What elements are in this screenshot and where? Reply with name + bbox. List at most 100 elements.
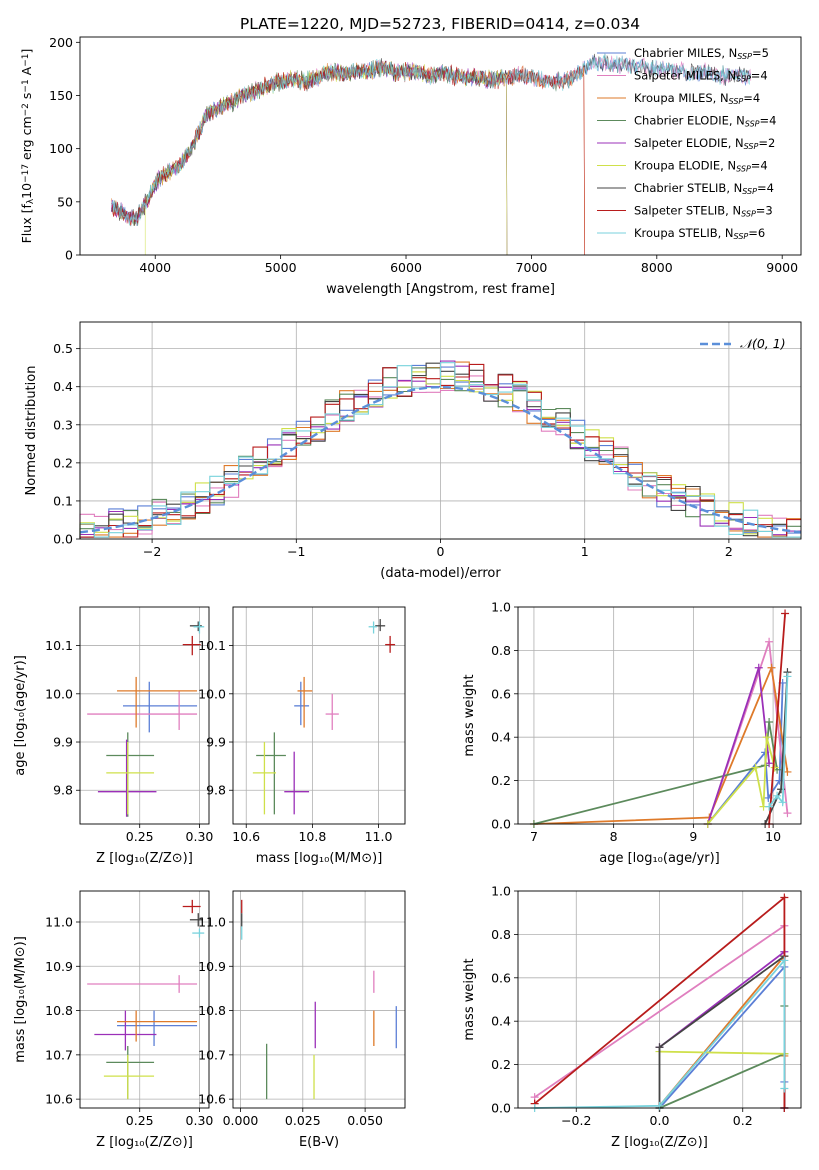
errorbar-kroupa-miles: [117, 676, 198, 728]
y-tick-label: 0.3: [53, 417, 73, 432]
errorbar-chabrier-miles: [123, 681, 198, 733]
legend-label: Salpeter ELODIE, NSSP=2: [634, 136, 775, 151]
residuals-frame: [79, 321, 802, 540]
weight-line-kroupa-miles: [533, 664, 789, 825]
y-tick-label: 10.6: [45, 1092, 73, 1107]
mass-vs-EBV-frame: [232, 890, 406, 1109]
errorbar-salpeter-miles: [87, 691, 198, 730]
spectrum-y-label: Flux [fλ10−17 erg cm−2 s−1 A−1]: [19, 49, 36, 244]
legend-label: Kroupa MILES, NSSP=4: [634, 91, 760, 106]
weight-marker: [765, 759, 774, 768]
legend-label: Salpeter MILES, NSSP=4: [634, 69, 768, 84]
x-tick-label: −1: [287, 544, 305, 559]
y-tick-label: 0.8: [491, 643, 511, 658]
y-tick-label: 100: [49, 141, 73, 156]
weight-marker: [765, 637, 774, 646]
mass-weight-vs-Z-x-label: Z [log₁₀(Z/Z⊙)]: [611, 1135, 708, 1150]
errorbar-kroupa-elodie: [106, 742, 155, 815]
residuals-y-label: Normed distribution: [24, 366, 39, 496]
x-tick-label: 10: [765, 829, 781, 844]
age-vs-Z-y-label: age [log₁₀(age/yr)]: [13, 655, 28, 776]
y-tick-label: 0.0: [491, 1101, 511, 1116]
y-tick-label: 10.9: [45, 959, 73, 974]
y-tick-label: 9.9: [206, 735, 226, 750]
y-tick-label: 1.0: [491, 884, 511, 899]
x-tick-label: 6000: [390, 260, 422, 275]
y-tick-label: 1.0: [491, 600, 511, 615]
x-tick-label: 9000: [766, 260, 798, 275]
x-tick-label: 1: [581, 544, 589, 559]
x-tick-label: 7000: [516, 260, 548, 275]
errorbar-kroupa-miles: [297, 676, 313, 728]
legend-label: Kroupa STELIB, NSSP=6: [634, 226, 765, 241]
mass-weight-vs-Z-frame: [517, 890, 802, 1109]
weight-marker: [765, 718, 774, 727]
y-tick-label: 10.1: [198, 638, 226, 653]
x-tick-label: 0: [437, 544, 445, 559]
x-tick-label: 0.2: [733, 1113, 753, 1128]
weight-marker: [778, 798, 787, 807]
y-tick-label: 0.0: [491, 817, 511, 832]
legend-label: Chabrier ELODIE, NSSP=4: [634, 114, 776, 129]
x-tick-label: 4000: [139, 260, 171, 275]
x-tick-label: 7: [530, 829, 538, 844]
errorbar-salpeter-elodie: [284, 751, 310, 815]
spectrum-legend: Chabrier MILES, NSSP=5 Salpeter MILES, NS…: [597, 46, 776, 241]
spectrum-frame: [79, 36, 802, 256]
weight-line-chabrier-miles: [658, 964, 786, 1109]
weight-marker: [780, 893, 789, 902]
y-tick-label: 10.7: [198, 1047, 226, 1062]
spectrum-axes: 4000 5000 6000 7000 8000 9000 0 50 100 150 200: [49, 35, 798, 275]
weight-marker: [773, 791, 782, 800]
mass-vs-Z-frame: [79, 890, 210, 1109]
normal-curve: [79, 385, 802, 534]
age-vs-mass-axes: 10.6 10.8 11.0 9.8 9.9 10.0 10.1: [198, 607, 405, 844]
weight-marker: [783, 672, 792, 681]
age-vs-mass-frame: [232, 606, 406, 825]
errorbar-chabrier-elodie: [106, 732, 155, 817]
weight-marker: [780, 1084, 789, 1093]
weight-marker: [783, 767, 792, 776]
errorbar-salpeter-elodie: [94, 1010, 157, 1051]
legend-label: 𝒩(0, 1): [740, 336, 786, 351]
errorbar-kroupa-stelib: [193, 621, 205, 634]
y-tick-label: 0.0: [53, 532, 73, 547]
y-tick-label: 10.0: [198, 686, 226, 701]
x-tick-label: 0.30: [186, 1113, 214, 1128]
weight-marker: [783, 809, 792, 818]
errorbar-salpeter-stelib: [182, 635, 201, 656]
y-tick-label: 10.8: [198, 1003, 226, 1018]
mass-vs-EBV-x-label: E(B-V): [299, 1135, 339, 1150]
y-tick-label: 0.6: [491, 686, 511, 701]
residuals-axes: −2 −1 0 1 2 0.0 0.1 0.2 0.3 0.4 0.5: [53, 322, 801, 559]
x-tick-label: 0.0: [650, 1113, 670, 1128]
weight-marker: [781, 609, 790, 618]
errorbar-chabrier-stelib: [375, 619, 386, 632]
x-tick-label: 0.25: [126, 829, 154, 844]
mass-vs-EBV-axes: 0.000 0.025 0.050 10.6 10.7 10.8 10.9 11.0: [198, 891, 405, 1128]
spectrum-x-label: wavelength [Angstrom, rest frame]: [326, 282, 555, 297]
x-tick-label: 10.8: [298, 829, 326, 844]
x-tick-label: −0.2: [561, 1113, 591, 1128]
weight-marker: [780, 956, 789, 965]
errorbar-salpeter-stelib: [385, 635, 396, 653]
legend-label: Chabrier STELIB, NSSP=4: [634, 181, 774, 196]
x-tick-label: −2: [143, 544, 161, 559]
y-tick-label: 150: [49, 88, 73, 103]
x-tick-label: 0.000: [223, 1113, 259, 1128]
weight-marker: [767, 663, 776, 672]
errorbar-kroupa-elodie: [252, 742, 276, 815]
weight-marker: [655, 1101, 664, 1110]
legend-label: Chabrier MILES, NSSP=5: [634, 46, 769, 61]
x-tick-label: 8000: [641, 260, 673, 275]
y-tick-label: 10.0: [45, 686, 73, 701]
y-tick-label: 50: [57, 194, 73, 209]
errorbar-chabrier-elodie: [106, 1046, 155, 1100]
x-tick-label: 0.025: [285, 1113, 321, 1128]
weight-marker: [762, 733, 771, 742]
age-vs-Z-frame: [79, 606, 210, 825]
y-tick-label: 0.4: [491, 730, 511, 745]
x-tick-label: 5000: [265, 260, 297, 275]
errorbar-kroupa-stelib: [368, 621, 377, 634]
residuals-x-label: (data-model)/error: [380, 566, 501, 581]
